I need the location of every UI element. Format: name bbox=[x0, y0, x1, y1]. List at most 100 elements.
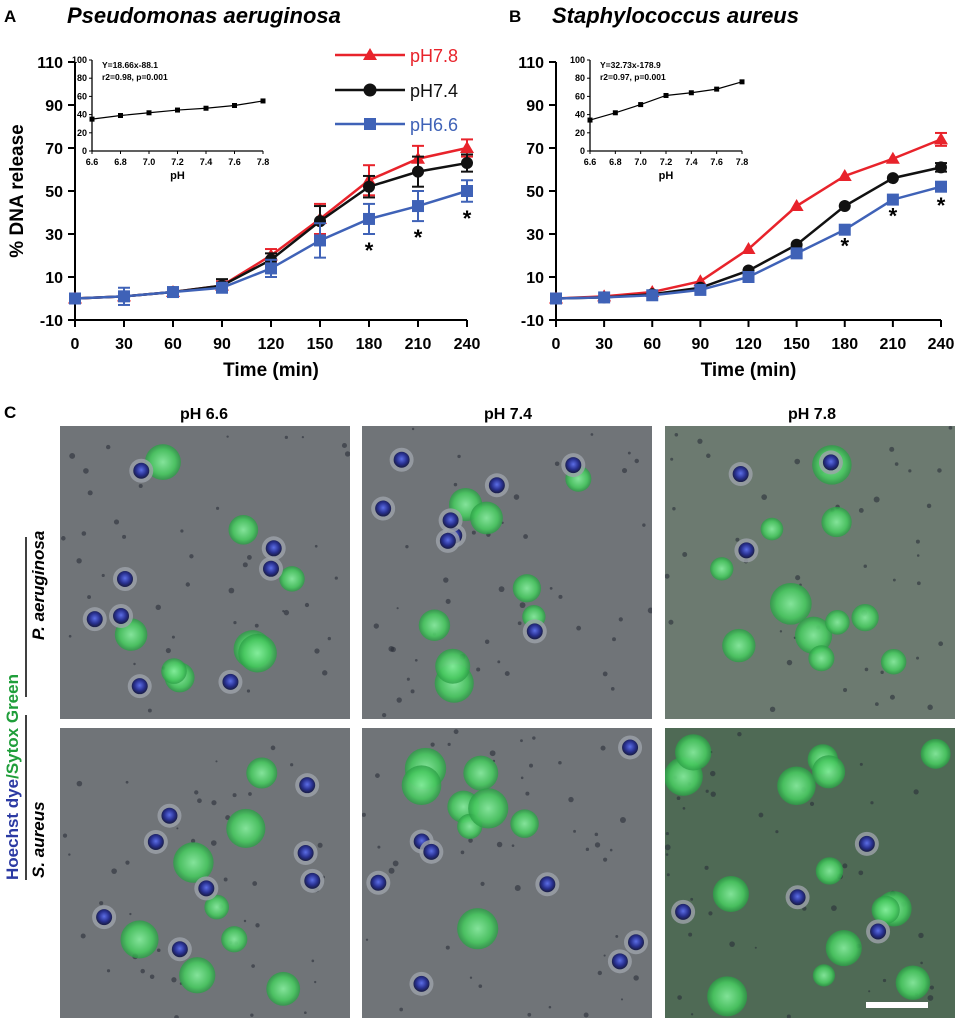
series-line bbox=[74, 161, 468, 300]
inset-x-tick-label: 7.2 bbox=[660, 157, 673, 167]
debris bbox=[255, 923, 260, 928]
x-tick-label: 120 bbox=[735, 336, 762, 353]
debris bbox=[729, 941, 735, 947]
data-point bbox=[934, 132, 948, 145]
sytox-cell bbox=[226, 808, 266, 849]
debris bbox=[147, 708, 152, 713]
debris bbox=[610, 687, 615, 691]
debris bbox=[254, 623, 259, 628]
data-point bbox=[886, 193, 899, 206]
debris bbox=[290, 763, 294, 767]
significance-star: * bbox=[414, 225, 423, 250]
debris bbox=[880, 670, 884, 675]
debris bbox=[469, 976, 473, 979]
x-tick-label: 180 bbox=[831, 336, 858, 353]
debris bbox=[634, 458, 639, 464]
x-tick-label: 0 bbox=[552, 336, 561, 353]
panel-letter-a: A bbox=[4, 7, 16, 26]
hoechst-cell bbox=[413, 975, 430, 992]
hoechst-cell bbox=[858, 835, 875, 852]
inset-data-point bbox=[175, 107, 180, 113]
debris bbox=[122, 534, 127, 539]
debris bbox=[155, 604, 161, 610]
micrograph-tile bbox=[362, 426, 652, 719]
debris bbox=[133, 662, 136, 666]
inset-y-tick-label: 60 bbox=[575, 91, 585, 101]
debris bbox=[61, 536, 66, 541]
sytox-cell bbox=[221, 926, 248, 953]
sytox-cell bbox=[871, 895, 900, 925]
inset-x-tick-label: 7.2 bbox=[171, 157, 184, 167]
debris bbox=[68, 853, 71, 856]
sytox-cell bbox=[457, 908, 499, 950]
hoechst-cell bbox=[133, 462, 150, 479]
x-tick-label: 60 bbox=[164, 336, 182, 353]
debris bbox=[190, 838, 196, 844]
inset-data-point bbox=[612, 110, 618, 116]
debris bbox=[445, 945, 450, 950]
debris bbox=[410, 689, 415, 694]
debris bbox=[504, 671, 510, 677]
debris bbox=[927, 704, 933, 710]
data-point bbox=[216, 281, 228, 294]
hoechst-cell bbox=[611, 953, 628, 970]
micrograph-tile bbox=[60, 426, 350, 719]
debris bbox=[62, 833, 68, 838]
debris bbox=[668, 619, 674, 625]
legend-item-ph66: pH6.6 bbox=[335, 115, 458, 135]
debris bbox=[585, 847, 590, 851]
sytox-cell bbox=[895, 965, 931, 1000]
debris bbox=[618, 617, 623, 622]
sytox-cell bbox=[238, 633, 277, 673]
hoechst-cell bbox=[198, 880, 215, 897]
inset-x-tick-label: 7.8 bbox=[257, 157, 270, 167]
debris bbox=[377, 845, 381, 849]
sytox-cell bbox=[722, 628, 756, 663]
debris bbox=[761, 494, 768, 500]
significance-star: * bbox=[840, 234, 849, 259]
debris bbox=[327, 636, 331, 641]
data-point bbox=[412, 200, 424, 213]
y-tick-label: 70 bbox=[526, 141, 544, 158]
hoechst-cell bbox=[628, 934, 645, 951]
chart-panel-b: -10 10 30 50 70 90 110 0 30 60 90 120 150 180 210 240 Ti… bbox=[518, 55, 954, 381]
hoechst-cell bbox=[262, 560, 279, 577]
inset-data-point bbox=[688, 90, 694, 96]
sytox-cell bbox=[769, 582, 812, 625]
debris bbox=[113, 519, 120, 525]
hoechst-cell bbox=[488, 477, 505, 494]
debris bbox=[916, 656, 920, 660]
debris bbox=[908, 469, 912, 473]
debris bbox=[248, 792, 252, 796]
debris bbox=[517, 621, 522, 626]
legend-label-ph66: pH6.6 bbox=[410, 115, 458, 135]
debris bbox=[706, 453, 711, 459]
debris bbox=[558, 760, 562, 765]
debris bbox=[314, 648, 320, 654]
row-label-p-aeruginosa: P. aeruginosa bbox=[29, 531, 48, 640]
sytox-cell bbox=[777, 766, 816, 806]
data-point bbox=[838, 200, 851, 213]
hoechst-cell bbox=[116, 571, 133, 588]
debris bbox=[411, 427, 415, 431]
y-tick-label: 90 bbox=[526, 98, 544, 115]
sytox-cell bbox=[468, 788, 509, 829]
debris bbox=[406, 677, 410, 681]
y-tick-label: 110 bbox=[518, 55, 544, 72]
x-axis-title: Time (min) bbox=[223, 360, 319, 381]
sytox-cell bbox=[880, 648, 907, 675]
scale-bar bbox=[866, 1002, 928, 1008]
inset-data-point bbox=[118, 113, 123, 119]
debris bbox=[612, 637, 616, 642]
debris bbox=[583, 1012, 589, 1018]
debris bbox=[619, 816, 626, 823]
sytox-cell bbox=[815, 857, 844, 885]
debris bbox=[576, 625, 582, 631]
debris bbox=[68, 634, 72, 638]
debris bbox=[140, 968, 145, 974]
debris bbox=[471, 530, 476, 535]
inset-x-title: pH bbox=[659, 170, 674, 182]
debris bbox=[831, 905, 837, 912]
debris bbox=[106, 969, 111, 973]
debris bbox=[704, 865, 709, 870]
